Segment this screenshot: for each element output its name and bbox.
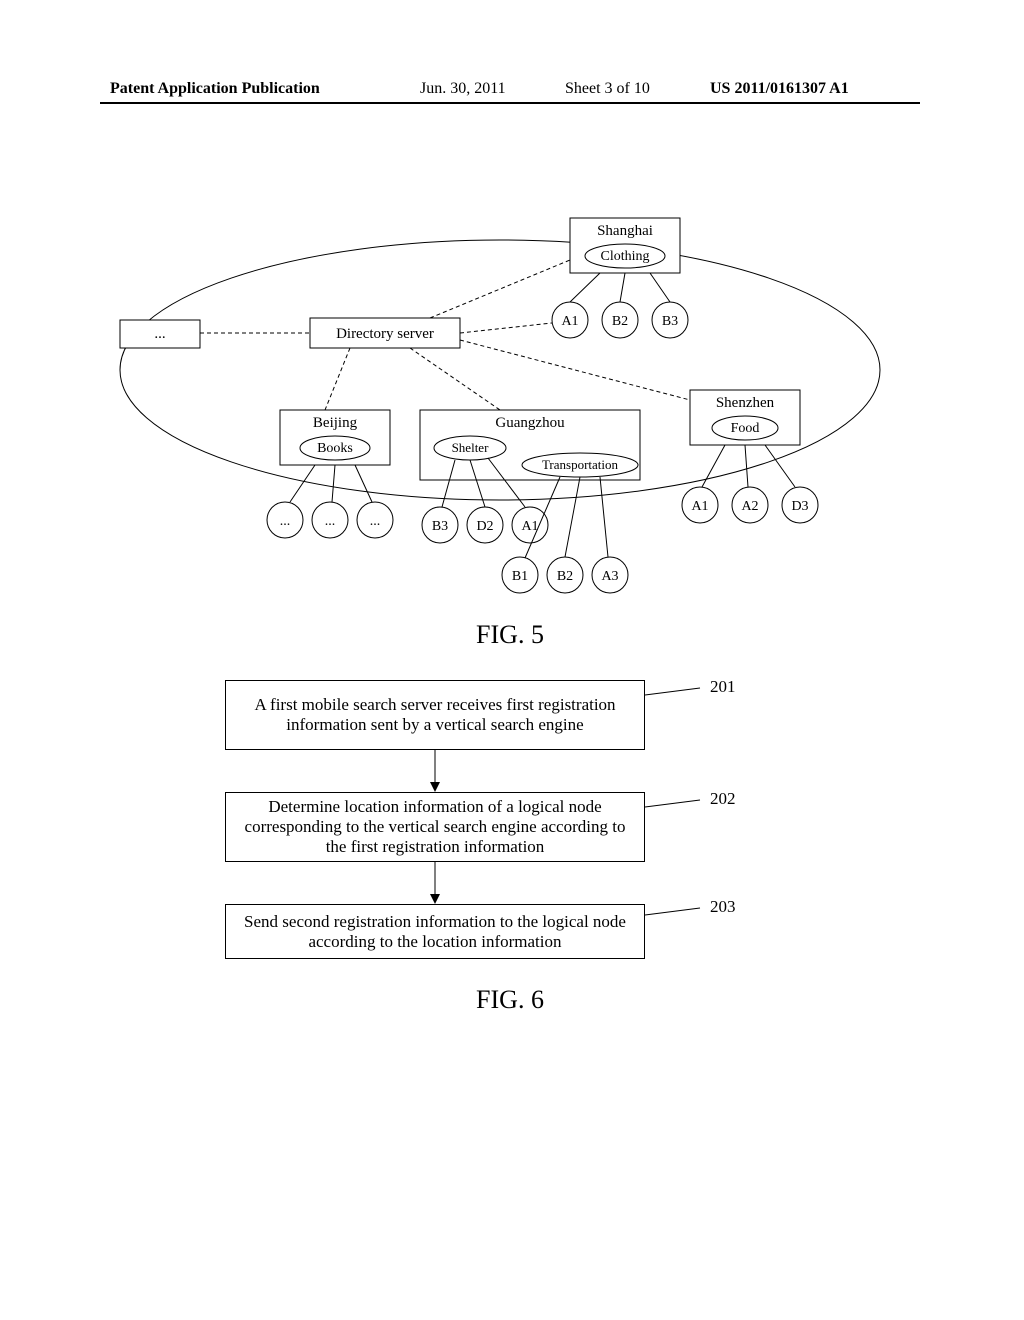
- gz-tr-leaf-3-label: A3: [601, 569, 618, 584]
- beijing-group: Beijing Books ... ... ...: [267, 348, 393, 538]
- edge-gz-t3: [600, 477, 608, 557]
- guangzhou-group: Guangzhou Shelter Transportation B3 D2 A…: [410, 348, 640, 593]
- shenzhen-cat-label: Food: [731, 421, 760, 436]
- beijing-city: Beijing: [313, 415, 358, 431]
- fig5-diagram: Directory server ... Shanghai Clothing A…: [110, 200, 930, 690]
- flow-step-203-num: 203: [710, 897, 736, 917]
- edge-dir-shanghai-leaves: [460, 323, 552, 333]
- edge-sh-2: [620, 273, 625, 302]
- arrow-1: [425, 750, 445, 792]
- edge-gz-t2: [565, 477, 580, 557]
- flow-step-202-text: Determine location information of a logi…: [236, 797, 634, 857]
- edge-dir-beijing: [325, 348, 350, 410]
- sheet-number: Sheet 3 of 10: [565, 80, 650, 98]
- guangzhou-city: Guangzhou: [495, 415, 565, 431]
- edge-sz-1: [702, 445, 725, 487]
- flow-step-202-num: 202: [710, 789, 736, 809]
- header-rule: [100, 102, 920, 104]
- flow-step-201: A first mobile search server receives fi…: [225, 680, 645, 750]
- beijing-leaf-3-label: ...: [370, 514, 381, 529]
- flow-step-201-num: 201: [710, 677, 736, 697]
- edge-sz-3: [765, 445, 795, 487]
- publication-type: Patent Application Publication: [110, 80, 320, 98]
- publication-date: Jun. 30, 2011: [420, 80, 506, 98]
- edge-dir-guangzhou: [410, 348, 500, 410]
- publication-number: US 2011/0161307 A1: [710, 80, 849, 98]
- beijing-leaf-1-label: ...: [280, 514, 291, 529]
- edge-dir-shenzhen: [460, 340, 690, 400]
- beijing-leaf-2-label: ...: [325, 514, 336, 529]
- guangzhou-cat1-label: Shelter: [452, 440, 489, 455]
- ellipsis-label: ...: [154, 326, 165, 342]
- edge-sh-3: [650, 273, 670, 302]
- gz-tr-leaf-1-label: B1: [512, 569, 528, 584]
- page: Patent Application Publication Jun. 30, …: [0, 0, 1024, 1320]
- edge-bj-1: [290, 465, 315, 502]
- flow-step-203-text: Send second registration information to …: [236, 912, 634, 952]
- fig6-caption: FIG. 6: [410, 985, 610, 1015]
- fig5-caption: FIG. 5: [410, 620, 610, 650]
- sz-leaf-1-label: A1: [691, 499, 708, 514]
- shanghai-city: Shanghai: [597, 223, 653, 239]
- shanghai-group: Shanghai Clothing A1 B2 B3: [430, 218, 688, 338]
- sz-leaf-3-label: D3: [791, 499, 808, 514]
- shanghai-cat-label: Clothing: [600, 249, 649, 264]
- flow-step-202: Determine location information of a logi…: [225, 792, 645, 862]
- shanghai-leaf-1-label: A1: [561, 314, 578, 329]
- shanghai-leaf-2-label: B2: [612, 314, 628, 329]
- edge-sh-1: [570, 273, 600, 302]
- flow-step-201-text: A first mobile search server receives fi…: [236, 695, 634, 735]
- guangzhou-cat2-label: Transportation: [542, 457, 619, 472]
- edge-bj-3: [355, 465, 372, 502]
- beijing-cat-label: Books: [317, 441, 353, 456]
- arrow-2: [425, 862, 445, 904]
- edge-gz-t1: [525, 477, 560, 558]
- sz-leaf-2-label: A2: [741, 499, 758, 514]
- shanghai-leaf-3-label: B3: [662, 314, 678, 329]
- shenzhen-city: Shenzhen: [716, 395, 775, 411]
- flow-step-203: Send second registration information to …: [225, 904, 645, 959]
- gz-sh-leaf-2-label: D2: [476, 519, 493, 534]
- edge-bj-2: [332, 465, 335, 502]
- gz-tr-leaf-2-label: B2: [557, 569, 573, 584]
- edge-sz-2: [745, 445, 748, 487]
- edge-dir-shanghai: [430, 260, 570, 318]
- gz-sh-leaf-1-label: B3: [432, 519, 448, 534]
- directory-server-label: Directory server: [336, 326, 434, 342]
